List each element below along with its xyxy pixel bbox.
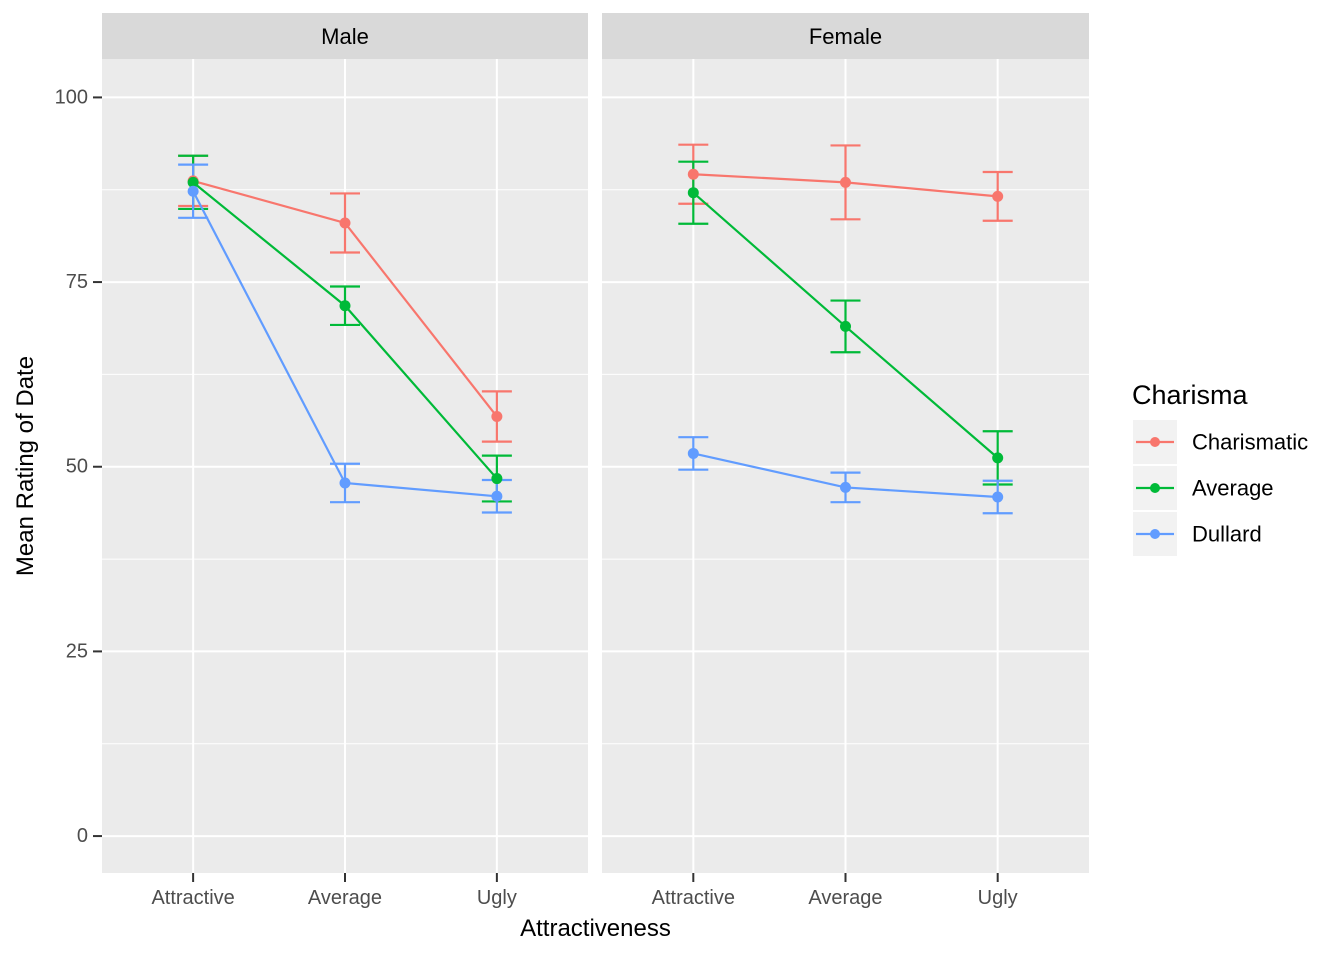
data-point-average (687, 187, 699, 199)
data-point-average (992, 452, 1004, 464)
x-axis-tick-label: Attractive (652, 887, 735, 909)
x-axis-tick-label: Attractive (151, 887, 234, 909)
data-point-charismatic (687, 168, 699, 180)
data-point-charismatic (992, 190, 1004, 202)
legend-label: Charismatic (1192, 430, 1308, 455)
data-point-dullard (992, 491, 1004, 503)
y-axis-tick-label: 75 (66, 271, 88, 293)
legend-label: Average (1192, 476, 1274, 501)
data-point-average (187, 176, 199, 188)
facet-strip-female (602, 13, 1089, 59)
y-axis-tick-label: 0 (77, 825, 88, 847)
x-axis-tick-label: Average (808, 887, 882, 909)
y-axis-tick-label: 25 (66, 640, 88, 662)
y-axis-tick-label: 100 (55, 86, 88, 108)
legend-key-point (1150, 437, 1160, 447)
legend-key-point (1150, 529, 1160, 539)
data-point-average (840, 320, 851, 332)
data-point-dullard (840, 481, 851, 493)
x-axis-tick-label: Ugly (978, 887, 1018, 909)
data-point-charismatic (491, 411, 503, 423)
legend-label: Dullard (1192, 522, 1262, 547)
data-point-dullard (687, 447, 699, 459)
y-axis-tick-label: 50 (66, 456, 88, 478)
data-point-dullard (491, 490, 503, 502)
legend-key-point (1150, 483, 1160, 493)
facet-strip-label: Male (321, 24, 369, 49)
data-point-dullard (339, 477, 351, 489)
x-axis-title: Attractiveness (520, 915, 671, 942)
x-axis-tick-label: Average (308, 887, 382, 909)
y-axis-title: Mean Rating of Date (12, 356, 39, 576)
facet-strip-male (102, 13, 588, 59)
data-point-dullard (187, 185, 199, 197)
x-axis-tick-label: Ugly (477, 887, 517, 909)
facet-strip-label: Female (809, 24, 882, 49)
data-point-average (339, 300, 351, 312)
legend-title: Charisma (1132, 380, 1249, 410)
data-point-charismatic (840, 176, 851, 188)
data-point-average (491, 473, 503, 485)
data-point-charismatic (339, 217, 351, 229)
